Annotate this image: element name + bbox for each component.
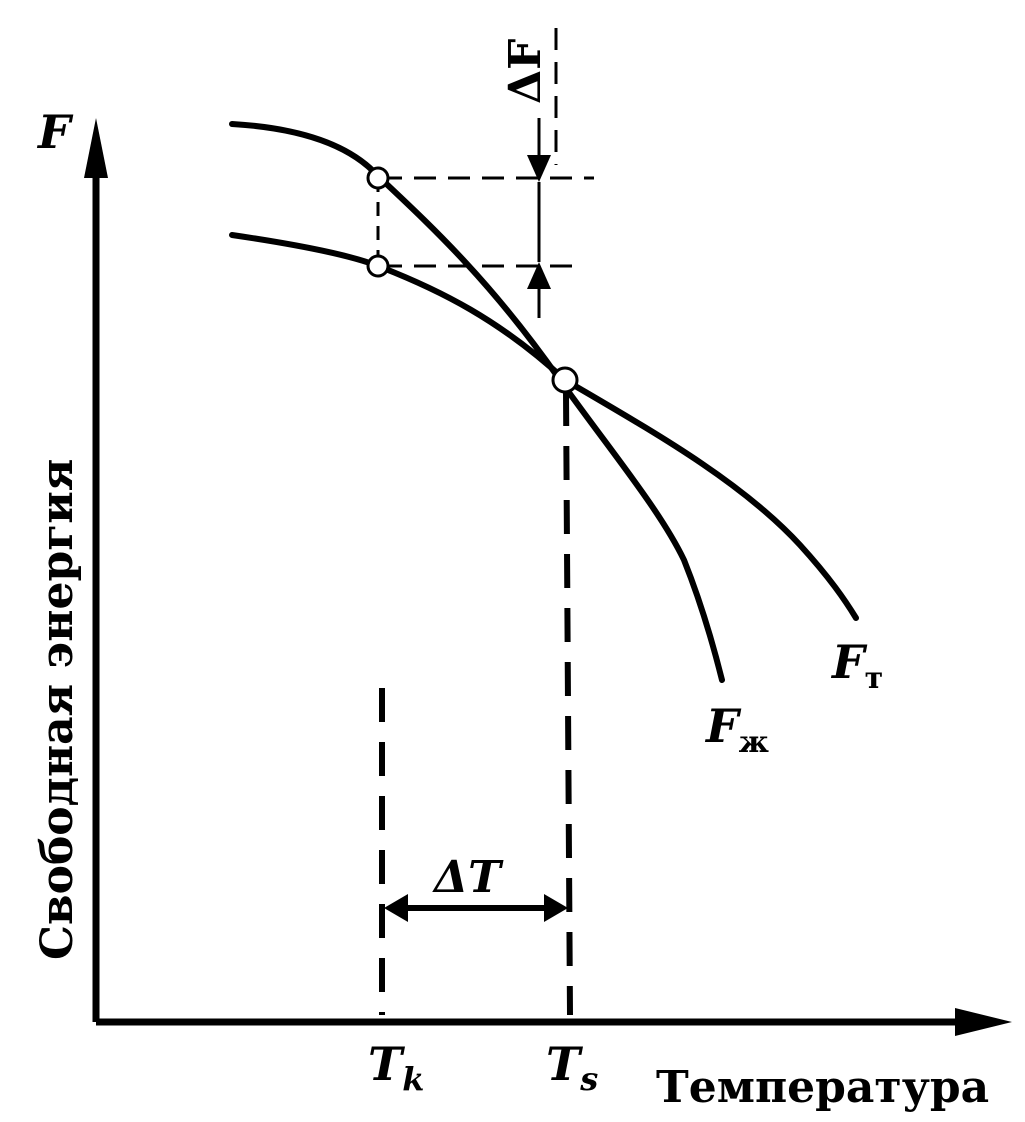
delta-t-right-arrow-icon xyxy=(544,894,568,922)
ts-label: Ts xyxy=(546,1037,598,1098)
delta-t-label: ΔT xyxy=(432,852,504,903)
ts-subscript: s xyxy=(579,1060,598,1098)
liquid-curve-subscript: ж xyxy=(739,725,769,760)
tk-label: Tk xyxy=(368,1037,424,1098)
x-axis-arrow-icon xyxy=(955,1008,1012,1036)
tk-symbol: T xyxy=(368,1037,406,1091)
x-axis-title: Температура xyxy=(656,1062,989,1113)
ts-vertical-dashed xyxy=(563,391,573,1016)
liquid-free-energy-curve xyxy=(229,121,725,683)
ts-symbol: T xyxy=(546,1037,584,1091)
liquid-curve-symbol: F xyxy=(704,699,742,753)
solid-free-energy-curve xyxy=(229,232,859,621)
solid-curve-symbol: F xyxy=(830,635,868,689)
liquid-curve-label: Fж xyxy=(704,699,769,760)
delta-t-left-arrow-icon xyxy=(384,894,408,922)
y-axis-symbol: F xyxy=(36,105,74,159)
ts-intersection-point xyxy=(551,366,579,394)
solid-curve-label: Fт xyxy=(830,635,883,696)
delta-f-label: ΔF xyxy=(500,39,551,104)
tk-solid-point xyxy=(366,254,390,278)
tk-liquid-point xyxy=(366,166,390,190)
solid-curve-subscript: т xyxy=(865,661,884,696)
y-axis-arrow-icon xyxy=(84,118,108,178)
y-axis-title: Свободная энергия xyxy=(32,459,83,960)
tk-subscript: k xyxy=(402,1060,424,1098)
